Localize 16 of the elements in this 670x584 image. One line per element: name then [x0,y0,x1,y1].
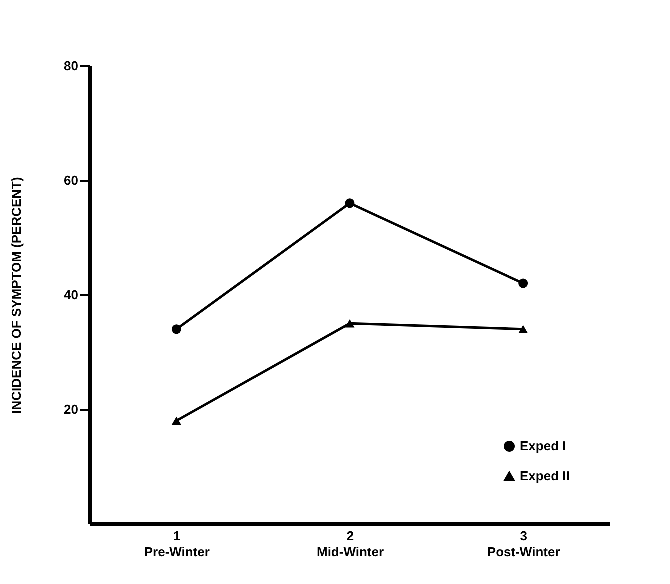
y-tick-label: 40 [64,288,78,302]
x-tick-label: 3 Post-Winter [487,528,560,560]
point [518,325,528,334]
point [172,324,182,334]
point [172,416,182,426]
y-tick-label: 80 [64,58,78,74]
x-tick-label: 2 Mid-Winter [316,528,384,560]
point [345,198,355,208]
legend-label: Exped II [520,468,570,484]
x-tick-label: 1 Pre-Winter [144,528,210,560]
legend-label: Exped I [520,438,566,454]
y-axis-title: INCIDENCE OF SYMPTOM (PERCENT) [9,177,24,414]
y-tick-label: 60 [64,173,78,188]
point [345,320,355,328]
y-tick-label: 20 [64,402,78,417]
point [518,278,528,288]
